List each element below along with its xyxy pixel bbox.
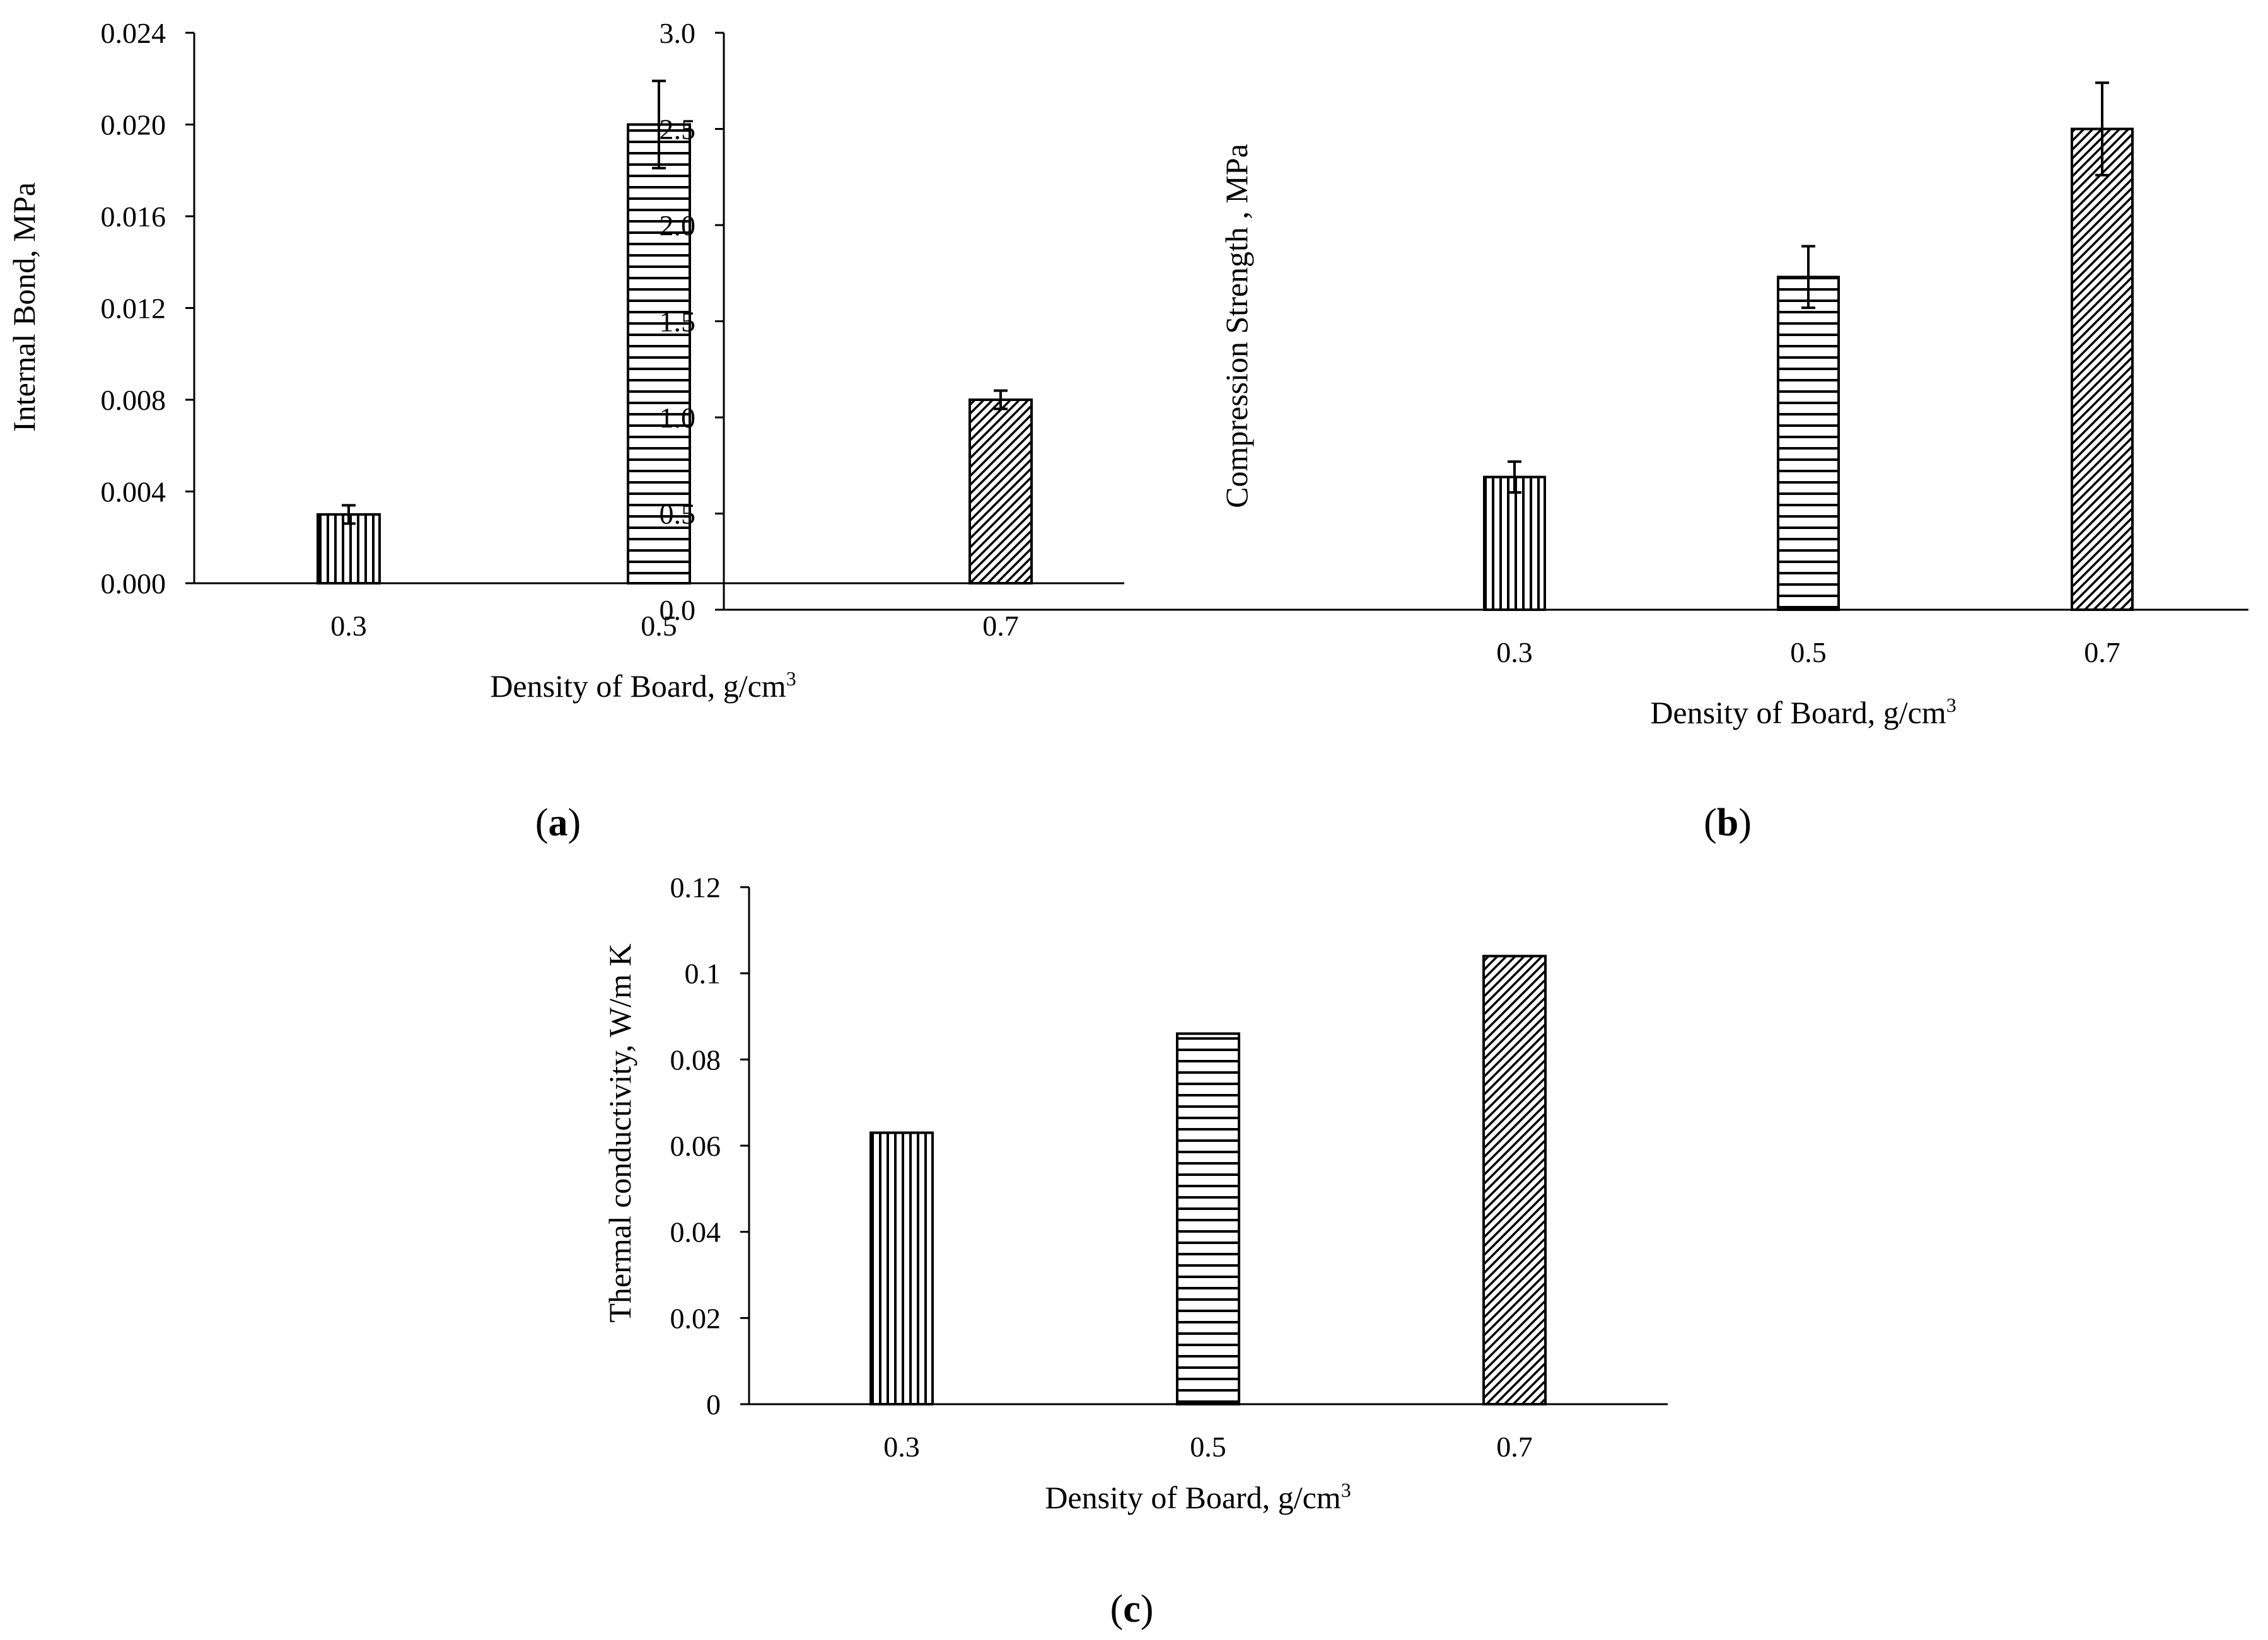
chart-c-bar-0.3: [869, 1131, 934, 1405]
chart-a-x-tick-label: 0.7: [982, 610, 1019, 642]
chart-b-y-tick-label: 0.0: [660, 594, 696, 626]
chart-a-y-tick-label: 0.008: [101, 384, 166, 416]
chart-c-bar-0.7: [1482, 955, 1547, 1406]
chart-a-y-tick-label: 0.012: [101, 293, 166, 325]
chart-a-y-tick-label: 0.016: [101, 201, 166, 233]
chart-b-error-bar-0.3: [1508, 460, 1521, 494]
chart-panel-c: 0 0.02 0.04 0.06 0.08 0.1 0.12 0.3 0.5 0.7 Therma…: [602, 871, 1668, 1631]
chart-b-bar-0.7: [2071, 127, 2134, 611]
chart-c-y-tick-label: 0.06: [670, 1130, 721, 1162]
chart-c-x-tick-label: 0.3: [883, 1431, 920, 1463]
chart-c-ylabel: Thermal conductivity, W/m K: [602, 943, 637, 1322]
chart-c-y-tick-label: 0.04: [670, 1216, 721, 1248]
chart-a-ylabel: Internal Bond, MPa: [6, 182, 42, 432]
chart-b-error-bar-0.7: [2095, 81, 2109, 177]
chart-c-y-tick-label: 0.12: [670, 871, 721, 904]
chart-b-y-tick-label: 3.0: [660, 17, 696, 49]
chart-c-y-tick-label: 0.02: [670, 1302, 721, 1334]
chart-a-error-bar-0.7: [994, 389, 1008, 410]
chart-a-error-bar-0.3: [342, 504, 356, 525]
chart-b-y-tick-label: 1.0: [660, 402, 696, 434]
panel-label-b: (b): [1704, 801, 1752, 844]
chart-a-y-tick-label: 0.020: [101, 109, 166, 141]
chart-a-y-tick-label: 0.000: [101, 567, 166, 600]
chart-panel-b: 0.0 0.5 1.0 1.5 2.0 2.5 3.0 0.3 0.5 0.7 Compressi…: [660, 17, 2248, 844]
chart-c-y-tick-label: 0.08: [670, 1044, 721, 1076]
panel-label-c: (c): [1110, 1588, 1154, 1631]
chart-b-x-tick-label: 0.5: [1790, 636, 1827, 668]
chart-c-bar-0.5: [1176, 1032, 1240, 1406]
chart-c-y-tick-label: 0: [706, 1388, 721, 1421]
chart-b-xlabel: Density of Board, g/cm3: [1650, 694, 1956, 730]
chart-b-ylabel: Compression Strength , MPa: [1219, 144, 1254, 508]
chart-b-y-tick-label: 2.5: [660, 113, 696, 146]
chart-c-xlabel: Density of Board, g/cm3: [1045, 1479, 1351, 1515]
chart-c-y-tick-label: 0.1: [685, 958, 721, 990]
chart-b-bar-0.3: [1483, 475, 1546, 611]
chart-b-y-tick-label: 2.0: [660, 209, 696, 241]
chart-panel-a: 0.000 0.004 0.008 0.012 0.016 0.020 0.024 0.3 0.…: [6, 17, 1124, 844]
chart-b-x-tick-label: 0.7: [2084, 636, 2120, 668]
chart-a-y-tick-label: 0.024: [101, 17, 166, 49]
chart-c-plot: 0 0.02 0.04 0.06 0.08 0.1 0.12 0.3 0.5 0.7: [670, 871, 1668, 1463]
chart-a-xlabel: Density of Board, g/cm3: [490, 667, 796, 704]
chart-a-plot: 0.000 0.004 0.008 0.012 0.016 0.020 0.024 0.3 0.…: [101, 17, 1124, 642]
chart-a-error-bar-0.5: [652, 79, 666, 170]
chart-b-x-tick-label: 0.3: [1496, 636, 1533, 668]
chart-b-y-tick-label: 1.5: [660, 306, 696, 338]
chart-a-x-tick-label: 0.5: [641, 610, 677, 642]
chart-a-x-tick-label: 0.3: [330, 610, 367, 642]
chart-b-plot: 0.0 0.5 1.0 1.5 2.0 2.5 3.0 0.3 0.5 0.7: [660, 17, 2248, 668]
chart-c-x-tick-label: 0.7: [1496, 1431, 1533, 1463]
panel-label-a: (a): [535, 801, 581, 844]
chart-b-error-bar-0.5: [1801, 245, 1815, 310]
chart-b-bar-0.5: [1777, 276, 1840, 612]
chart-b-y-tick-label: 0.5: [660, 498, 696, 530]
chart-c-x-tick-label: 0.5: [1190, 1431, 1226, 1463]
chart-a-bar-0.7: [968, 398, 1033, 584]
chart-a-y-tick-label: 0.004: [101, 476, 166, 508]
